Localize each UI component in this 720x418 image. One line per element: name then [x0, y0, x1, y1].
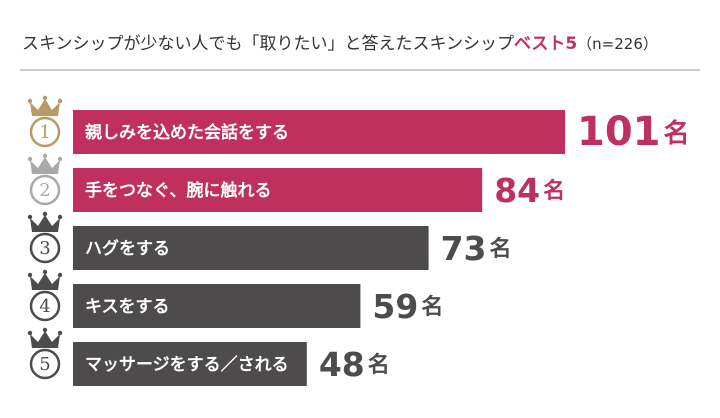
chart-title: スキンシップが少ない人でも「取りたい」と答えたスキンシップベスト5（n=226） — [22, 34, 658, 54]
bar-label: 手をつなぐ、腕に触れる — [85, 180, 272, 201]
crown-jewel — [27, 272, 33, 278]
crown — [30, 99, 60, 116]
value-number: 84 — [494, 171, 540, 210]
value-label: 73 名 — [441, 229, 512, 268]
title-main: スキンシップが少ない人でも「取りたい」と答えたスキンシップ — [22, 34, 514, 54]
bar — [73, 284, 361, 328]
value-unit: 名 — [490, 236, 512, 262]
crown-jewel — [42, 327, 48, 333]
value-number: 48 — [319, 345, 365, 384]
crown-jewel — [42, 153, 48, 159]
crown-jewel — [57, 156, 63, 162]
rank-number: 4 — [39, 296, 50, 317]
title-highlight: ベスト5 — [514, 34, 577, 54]
crown-jewel — [42, 211, 48, 217]
crown — [30, 331, 60, 348]
crown-jewel — [57, 98, 63, 104]
crown — [30, 215, 60, 232]
value-number: 73 — [441, 229, 487, 268]
bar — [73, 168, 483, 212]
value-label: 84 名 — [494, 171, 565, 210]
value-number: 59 — [372, 287, 418, 326]
crown — [30, 157, 60, 174]
rank-badge — [29, 232, 61, 264]
bar — [73, 226, 429, 270]
bar-label: キスをする — [85, 297, 170, 317]
value-number: 101 — [577, 109, 661, 155]
value-label: 59 名 — [372, 287, 443, 326]
crown-jewel — [27, 98, 33, 104]
crown-jewel — [57, 330, 63, 336]
value-unit: 名 — [368, 352, 390, 378]
crown-jewel — [42, 269, 48, 275]
bar — [73, 110, 565, 154]
bar-label: ハグをする — [85, 238, 170, 259]
crown — [30, 273, 60, 290]
rank-number: 3 — [39, 238, 50, 259]
value-unit: 名 — [421, 294, 443, 320]
crown-jewel — [27, 156, 33, 162]
rank-number: 2 — [39, 180, 50, 201]
value-label: 101 名 — [577, 109, 690, 155]
rank-number: 5 — [39, 354, 50, 375]
value-unit: 名 — [664, 118, 690, 149]
bar — [73, 342, 307, 386]
bar-label: 親しみを込めた会話をする — [85, 122, 289, 143]
crown-jewel — [42, 95, 48, 101]
rank-badge — [29, 290, 61, 322]
value-label: 48 名 — [319, 345, 390, 384]
value-unit: 名 — [543, 178, 565, 204]
crown-jewel — [57, 272, 63, 278]
title-note: （n=226） — [577, 35, 658, 53]
crown-jewel — [27, 214, 33, 220]
bar-label: マッサージをする／される — [85, 354, 289, 375]
crown-jewel — [57, 214, 63, 220]
crown-jewel — [27, 330, 33, 336]
rank-number: 1 — [39, 122, 50, 143]
rank-badge — [29, 348, 61, 380]
rank-badge — [29, 116, 61, 148]
rank-badge — [29, 174, 61, 206]
